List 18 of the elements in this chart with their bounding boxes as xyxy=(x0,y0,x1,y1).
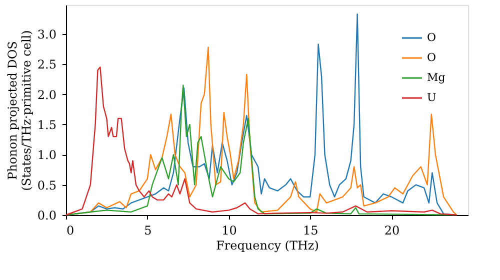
legend-label: O xyxy=(427,51,436,64)
legend-label: Mg xyxy=(427,71,446,84)
x-tick-label: 15 xyxy=(302,224,318,238)
x-tick-label: 5 xyxy=(144,224,152,238)
y-tick-label: 1.0 xyxy=(37,148,56,162)
y-tick-label: 0.0 xyxy=(37,208,56,222)
y-tick-label: 3.0 xyxy=(37,27,56,42)
y-tick-label: 1.5 xyxy=(37,118,56,132)
y-axis-title: Phonon projected DOS (States/THz·primitive cell) xyxy=(5,30,34,191)
y-tick-label: 2.0 xyxy=(37,88,56,102)
y-tick-label: 2.5 xyxy=(37,58,56,72)
legend-label: O xyxy=(427,31,436,44)
x-tick-label: 10 xyxy=(222,224,237,238)
x-tick-label: 0 xyxy=(66,224,74,238)
x-tick-label: 20 xyxy=(384,224,400,238)
legend-label: U xyxy=(427,91,436,104)
x-axis-title: Frequency (THz) xyxy=(216,238,319,252)
y-tick-label: 0.5 xyxy=(37,178,56,192)
